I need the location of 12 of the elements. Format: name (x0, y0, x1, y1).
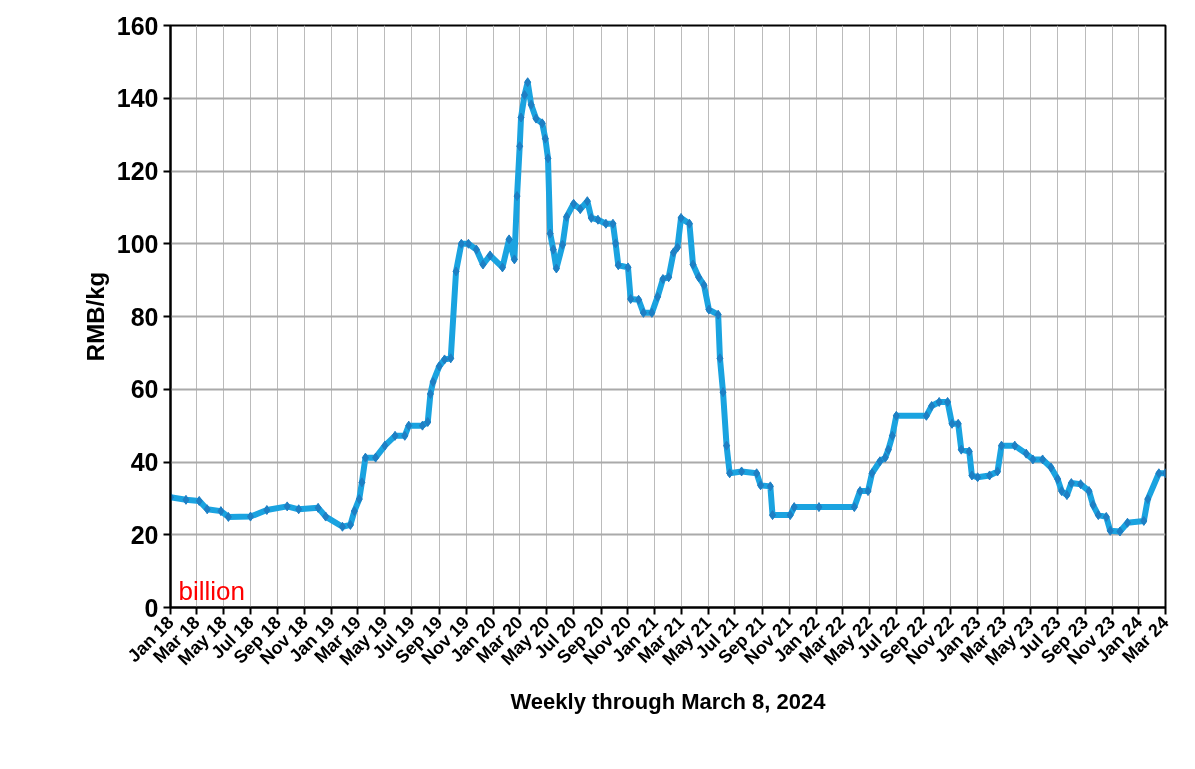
y-tick-label: 40 (130, 448, 159, 476)
annotation: billion (178, 575, 245, 606)
y-tick-label: 0 (144, 593, 159, 622)
y-tick-label: 120 (116, 157, 159, 185)
y-tick-label: 160 (116, 11, 159, 40)
x-axis-title: Weekly through March 8, 2024 (510, 689, 827, 715)
y-tick-label: 60 (130, 375, 159, 404)
y-tick-label: 80 (130, 302, 159, 331)
y-tick-label: 140 (116, 84, 159, 113)
y-tick-label: 100 (116, 229, 159, 258)
y-axis-title: RMB/kg (81, 271, 109, 362)
y-tick-label: 20 (130, 520, 159, 549)
